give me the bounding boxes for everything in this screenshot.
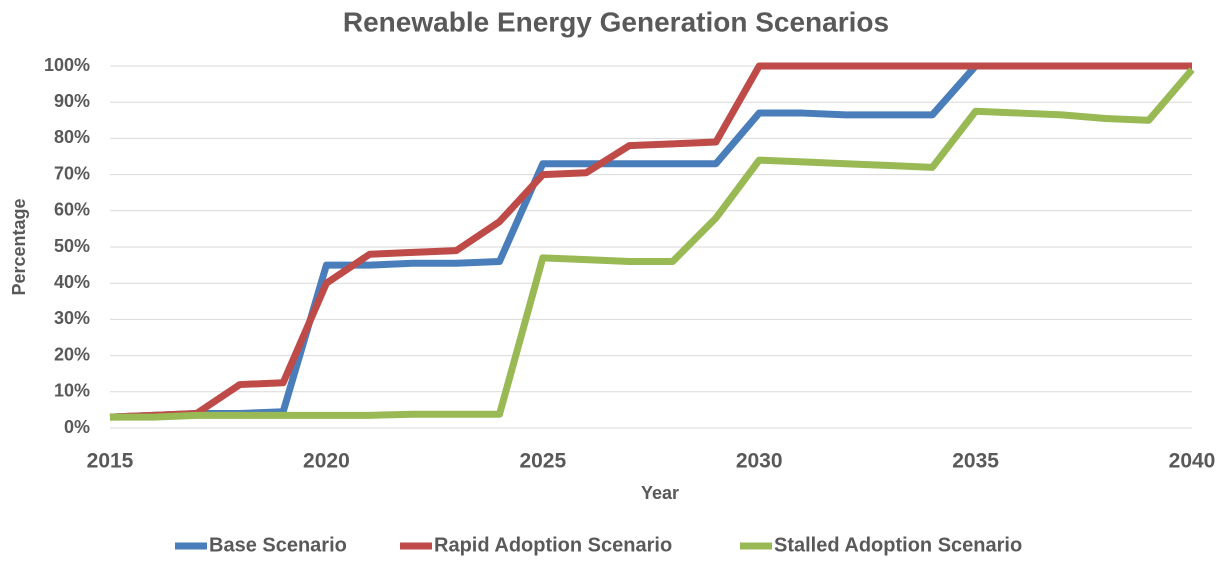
y-tick-label: 100%: [44, 55, 90, 75]
series-line: [109, 62, 1192, 421]
y-tick-label: 80%: [54, 127, 90, 147]
y-tick-label: 10%: [54, 381, 90, 401]
x-tick-label: 2015: [87, 450, 134, 473]
legend-label: Base Scenario: [209, 534, 347, 556]
y-tick-label: 40%: [54, 272, 90, 292]
chart-title: Renewable Energy Generation Scenarios: [343, 6, 889, 37]
series-line: [110, 67, 1195, 421]
x-tick-label: 2040: [1169, 450, 1216, 473]
legend-label: Stalled Adoption Scenario: [774, 534, 1022, 556]
y-tick-label: 50%: [54, 236, 90, 256]
x-tick-label: 2020: [303, 450, 350, 473]
y-tick-label: 0%: [64, 417, 90, 437]
series-line: [109, 62, 1192, 421]
y-tick-label: 60%: [54, 200, 90, 220]
x-tick-label: 2030: [736, 450, 783, 473]
legend-label: Rapid Adoption Scenario: [434, 534, 672, 556]
y-tick-label: 90%: [54, 91, 90, 111]
x-tick-label: 2035: [952, 450, 999, 473]
y-tick-label: 70%: [54, 163, 90, 183]
x-axis-label: Year: [641, 483, 679, 503]
x-tick-label: 2025: [519, 450, 566, 473]
y-tick-label: 20%: [54, 344, 90, 364]
y-tick-label: 30%: [54, 308, 90, 328]
y-axis-label: Percentage: [9, 198, 29, 295]
